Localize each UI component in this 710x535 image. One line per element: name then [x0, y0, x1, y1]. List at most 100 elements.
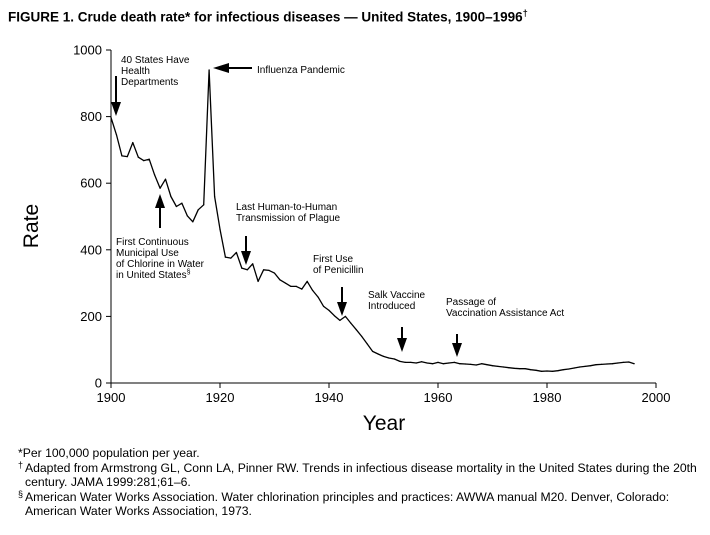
- data-point: [241, 267, 243, 269]
- data-point: [355, 329, 357, 331]
- data-point: [502, 366, 504, 368]
- data-point: [459, 363, 461, 365]
- data-point: [551, 370, 554, 372]
- y-axis-title: Rate: [20, 204, 43, 248]
- annotation-label: First Continuous Municipal Use of Chlorine…: [116, 237, 205, 281]
- annotation-influenza: Influenza Pandemic: [213, 63, 345, 76]
- chart-axes: 0 200 400 600 800 1000 1900 1920 1940 1960 1980 200…: [73, 43, 670, 406]
- annotation-arrowhead: [337, 302, 347, 316]
- data-point: [312, 289, 314, 291]
- data-point: [470, 363, 472, 365]
- annotation-arrowhead: [397, 338, 407, 352]
- data-point: [257, 280, 259, 282]
- y-tick-label: 200: [80, 309, 102, 324]
- data-point: [486, 364, 488, 366]
- annotation-line: Vaccination Assistance Act: [446, 308, 564, 319]
- data-point: [437, 361, 439, 363]
- x-tick-label: 1960: [424, 390, 453, 405]
- footnote-armstrong: † Adapted from Armstrong GL, Conn LA, Pi…: [18, 460, 703, 490]
- data-point: [175, 205, 177, 208]
- chart-annotations: 40 States Have Health Departments Influenza…: [111, 55, 564, 357]
- data-point: [306, 280, 308, 282]
- annotation-line: Salk Vaccine: [368, 290, 426, 301]
- series-line: [110, 69, 635, 372]
- annotation-label: Last Human-to-Human Transmission of Plagu…: [236, 202, 341, 224]
- annotation-line: Transmission of Plague: [236, 213, 341, 224]
- data-point: [524, 368, 526, 370]
- annotation-chlorine: First Continuous Municipal Use of Chlorine…: [116, 194, 205, 281]
- data-point: [519, 368, 521, 370]
- data-point: [633, 363, 635, 365]
- data-point: [393, 358, 395, 360]
- data-point: [508, 367, 510, 369]
- data-point: [611, 363, 614, 365]
- data-point: [137, 156, 139, 158]
- data-point: [535, 369, 537, 371]
- figure-title-mark: †: [522, 8, 528, 18]
- figure-title: FIGURE 1. Crude death rate* for infectio…: [8, 8, 528, 25]
- data-point: [622, 361, 624, 363]
- footnote-text: Adapted from Armstrong GL, Conn LA, Pinn…: [25, 460, 697, 490]
- annotation-line: First Use: [313, 254, 353, 265]
- data-point: [595, 364, 597, 366]
- data-point: [290, 285, 292, 287]
- data-point: [230, 257, 232, 259]
- footnote-mark: §: [18, 488, 24, 499]
- data-point: [323, 305, 325, 307]
- data-point: [497, 365, 499, 367]
- data-point: [143, 160, 145, 162]
- annotation-label: 40 States Have Health Departments: [121, 55, 190, 88]
- annotation-line: Passage of: [446, 297, 496, 308]
- annotation-label: Influenza Pandemic: [257, 65, 345, 76]
- annotation-line: First Continuous: [116, 237, 189, 248]
- data-point: [568, 368, 570, 370]
- footnote-awwa: § American Water Works Association. Wate…: [18, 488, 703, 519]
- data-point: [339, 319, 341, 321]
- x-axis-title: Year: [363, 412, 405, 435]
- data-point: [399, 360, 401, 362]
- annotation-arrowhead: [241, 251, 251, 265]
- data-point: [333, 315, 335, 317]
- data-point: [252, 263, 254, 265]
- x-tick-label: 1940: [315, 390, 344, 405]
- data-point: [421, 361, 423, 363]
- data-point: [448, 362, 450, 364]
- data-point: [214, 195, 216, 198]
- data-point: [121, 155, 123, 157]
- data-point: [154, 174, 156, 176]
- annotation-vaccination-act: Passage of Vaccination Assistance Act: [446, 297, 564, 357]
- data-point: [573, 367, 575, 369]
- data-point: [284, 282, 286, 284]
- annotation-arrowhead: [111, 102, 121, 116]
- annotation-line: Departments: [121, 77, 178, 88]
- data-point: [148, 158, 150, 160]
- data-point: [453, 361, 455, 363]
- data-point: [530, 369, 532, 371]
- data-point: [584, 365, 586, 367]
- data-point: [475, 364, 477, 366]
- data-point: [415, 362, 417, 364]
- data-point: [295, 285, 297, 287]
- annotation-line: of Chlorine in Water: [116, 259, 205, 270]
- data-point: [208, 69, 210, 71]
- figure-title-text: FIGURE 1. Crude death rate* for infectio…: [8, 9, 523, 25]
- annotation-arrowhead: [452, 343, 462, 357]
- data-point: [606, 363, 608, 365]
- footnote-text: American Water Works Association. Water …: [25, 489, 670, 519]
- data-point: [464, 363, 466, 365]
- y-tick-label: 400: [80, 242, 102, 257]
- data-point: [442, 363, 444, 365]
- data-point: [350, 322, 352, 324]
- data-point: [513, 367, 515, 369]
- annotation-line: Last Human-to-Human: [236, 202, 337, 213]
- data-point: [617, 362, 619, 364]
- annotation-line: 40 States Have: [121, 55, 190, 66]
- x-tick-label: 2000: [642, 390, 671, 405]
- data-point: [590, 365, 592, 367]
- annotation-mark: §: [187, 269, 191, 276]
- data-point: [192, 221, 194, 223]
- chart-series: [110, 69, 635, 372]
- y-tick-label: 0: [95, 376, 102, 391]
- data-point: [197, 209, 199, 211]
- data-point: [268, 269, 270, 271]
